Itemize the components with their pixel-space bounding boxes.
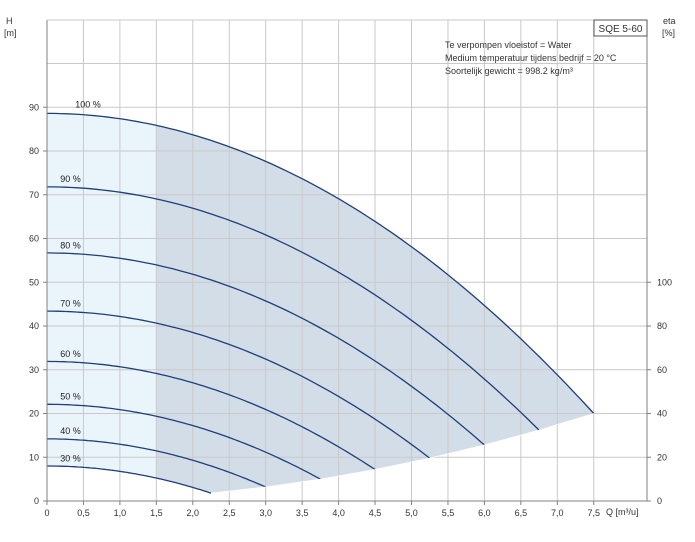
y-right-tick-label: 40 (657, 409, 667, 419)
x-tick-label: 5,0 (405, 508, 418, 518)
info-line-fluid: Te verpompen vloeistof = Water (445, 40, 571, 50)
curve-label: 40 % (60, 426, 81, 436)
low-flow-area (47, 113, 157, 479)
pump-curve (47, 465, 212, 494)
pump-curve (47, 112, 595, 414)
x-tick-label: 3,0 (259, 508, 272, 518)
y-left-title: H (6, 16, 13, 26)
pump-curve (46, 360, 376, 471)
curve-label: 30 % (60, 453, 81, 463)
model-label: SQE 5-60 (599, 24, 643, 35)
y-left-tick-label: 80 (29, 146, 39, 156)
pump-curve (47, 403, 321, 480)
y-left-tick-label: 10 (29, 452, 39, 462)
y-right-tick-label: 0 (657, 496, 662, 506)
curve-label: 100 % (75, 100, 101, 110)
axes: 0 10 20 30 40 50 60 70 80 90 0 20 40 60 80 100 0 0,5 1,0 1,… (29, 19, 672, 518)
curves (46, 112, 595, 494)
x-tick-label: 0,5 (77, 508, 90, 518)
y-right-title: eta (663, 16, 676, 26)
y-right-tick-label: 100 (657, 277, 672, 287)
y-left-tick-label: 30 (29, 365, 39, 375)
y-left-tick-label: 20 (29, 409, 39, 419)
x-tick-label: 2,0 (187, 508, 200, 518)
y-left-tick-label: 60 (29, 234, 39, 244)
y-left-tick-label: 70 (29, 190, 39, 200)
pump-curve (47, 438, 266, 488)
y-left-tick-label: 40 (29, 321, 39, 331)
end-boundary (210, 413, 594, 494)
x-tick-label: 7,0 (551, 508, 564, 518)
x-tick-label: 0 (44, 508, 49, 518)
y-left-unit: [m] (4, 28, 17, 38)
x-tick-label: 3,5 (296, 508, 309, 518)
curve-label: 50 % (60, 392, 81, 402)
y-left-tick-label: 50 (29, 277, 39, 287)
y-left-tick-label: 0 (34, 496, 39, 506)
x-tick-label: 2,5 (223, 508, 236, 518)
x-tick-label: 6,0 (478, 508, 491, 518)
curve-label: 90 % (60, 174, 81, 184)
curve-labels: 100 % 90 % 80 % 70 % 60 % 50 % 40 % 30 % (60, 100, 101, 464)
y-left-tick-label: 90 (29, 102, 39, 112)
x-tick-label: 4,5 (369, 508, 382, 518)
x-tick-label: 6,5 (515, 508, 528, 518)
curve-label: 60 % (60, 349, 81, 359)
y-right-tick-label: 20 (657, 452, 667, 462)
x-axis-label: Q [m³/u] (606, 507, 639, 517)
grid (47, 20, 647, 501)
info-line-temperature: Medium temperatuur tijdens bedrijf = 20 … (445, 53, 617, 63)
curve-label: 70 % (60, 298, 81, 308)
y-right-unit: [%] (662, 28, 675, 38)
model-label-box: SQE 5-60 (593, 19, 648, 37)
x-tick-label: 1,0 (114, 508, 127, 518)
y-right-tick-label: 80 (657, 321, 667, 331)
info-block: Te verpompen vloeistof = Water Medium te… (445, 40, 617, 76)
pump-curve (47, 310, 431, 459)
x-tick-label: 5,5 (442, 508, 455, 518)
info-line-density: Soortelijk gewicht = 998.2 kg/m³ (445, 66, 573, 76)
pump-curve (46, 252, 485, 446)
x-tick-label: 4,0 (332, 508, 345, 518)
pump-curve (47, 186, 540, 431)
x-tick-label: 1,5 (150, 508, 163, 518)
y-right-tick-label: 60 (657, 365, 667, 375)
x-tick-label: 7,5 (587, 508, 600, 518)
curve-label: 80 % (60, 240, 81, 250)
